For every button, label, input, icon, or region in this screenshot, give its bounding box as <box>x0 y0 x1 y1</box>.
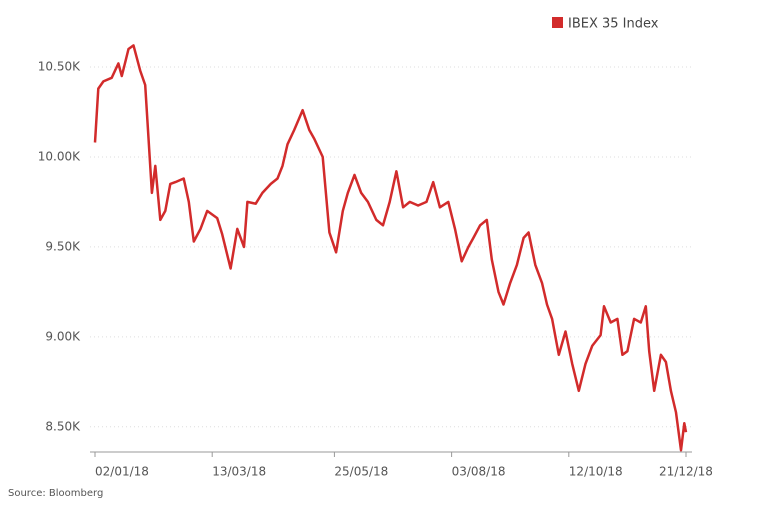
y-tick-label: 10.00K <box>38 149 81 163</box>
x-tick-label: 21/12/18 <box>659 465 713 479</box>
x-tick-label: 12/10/18 <box>569 465 623 479</box>
y-tick-label: 9.00K <box>45 329 81 343</box>
x-tick-label: 13/03/18 <box>212 465 266 479</box>
series-line <box>93 44 688 452</box>
x-tick-label: 03/08/18 <box>452 465 506 479</box>
x-tick-label: 02/01/18 <box>95 465 149 479</box>
y-tick-label: 8.50K <box>45 419 81 433</box>
y-tick-label: 9.50K <box>45 239 81 253</box>
y-tick-label: 10.50K <box>38 59 81 73</box>
source-note: Source: Bloomberg <box>8 488 103 499</box>
x-tick-label: 25/05/18 <box>334 465 388 479</box>
legend-label: IBEX 35 Index <box>568 17 659 32</box>
legend-swatch <box>552 17 563 28</box>
